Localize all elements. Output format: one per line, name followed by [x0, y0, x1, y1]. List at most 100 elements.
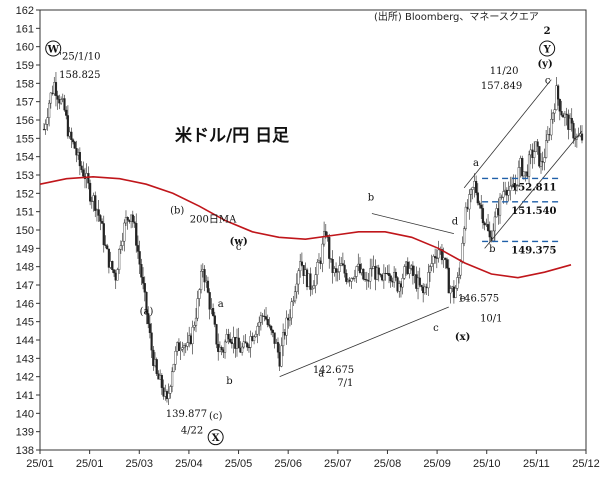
- x-tick-label: 25/10: [473, 458, 501, 470]
- candle-body: [80, 165, 83, 170]
- candle-body: [539, 161, 543, 167]
- candle-body: [273, 332, 276, 344]
- candle-body: [483, 222, 486, 226]
- candle-body: [363, 278, 367, 280]
- candle-body: [266, 319, 269, 325]
- candle-body: [500, 196, 503, 198]
- candle-body: [140, 264, 143, 278]
- y-tick-label: 142: [16, 372, 34, 384]
- candle-body: [449, 288, 452, 294]
- candle-body: [99, 215, 102, 222]
- wave-circle: [45, 40, 62, 57]
- annotation-label: 200日MA: [190, 215, 237, 226]
- candle-body: [220, 347, 223, 350]
- y-tick-label: 149: [16, 243, 34, 255]
- candle-body: [141, 277, 145, 284]
- candle-body: [316, 262, 319, 275]
- candle-body: [418, 277, 421, 286]
- x-tick-label: 25/07: [324, 458, 352, 470]
- candle-body: [213, 315, 216, 325]
- candle-body: [488, 230, 491, 238]
- candle-body: [551, 112, 555, 120]
- y-tick-label: 145: [16, 317, 34, 329]
- candle-body: [280, 345, 283, 367]
- candle-body: [468, 194, 471, 210]
- candle-body: [463, 228, 466, 244]
- x-tick-label: 25/01: [26, 458, 54, 470]
- candle-body: [75, 148, 78, 156]
- candle-body: [556, 85, 560, 100]
- candle-body: [179, 349, 182, 351]
- annotation-label: 4/22: [181, 426, 203, 437]
- candle-body: [355, 266, 358, 277]
- trendline-upper: [371, 213, 455, 235]
- y-tick-label: 159: [16, 60, 34, 72]
- candle-body: [203, 269, 206, 283]
- y-tick-label: 141: [16, 390, 34, 402]
- y-tick-label: 138: [16, 445, 34, 457]
- candle-body: [299, 261, 302, 272]
- candle-body: [486, 224, 490, 231]
- candle-body: [517, 167, 520, 186]
- candle-body: [370, 268, 374, 270]
- candle-body: [102, 223, 105, 246]
- ma-200-line: [39, 175, 572, 279]
- channel-lower: [484, 130, 583, 249]
- candle-body: [256, 325, 259, 335]
- candle-body: [369, 268, 372, 282]
- candle-body: [177, 342, 181, 351]
- candle-body: [502, 191, 505, 198]
- candle-body: [160, 374, 163, 388]
- candle-body: [59, 99, 63, 104]
- candle-body: [350, 278, 353, 282]
- candle-body: [406, 261, 409, 274]
- candle-body: [54, 82, 58, 96]
- candle-body: [328, 237, 331, 259]
- candle-body: [533, 151, 536, 158]
- candle-body: [401, 278, 404, 288]
- candle-body: [321, 243, 324, 264]
- annotation-label: 157.849: [481, 81, 522, 92]
- candle-body: [295, 283, 298, 292]
- candle-body: [444, 257, 447, 260]
- candle-body: [290, 301, 293, 319]
- candle-body: [365, 279, 368, 281]
- source-note: (出所) Bloomberg、マネースクエア: [374, 10, 539, 23]
- candle-body: [493, 216, 496, 232]
- candle-body: [427, 272, 430, 289]
- candle-body: [119, 245, 122, 250]
- candle-body: [464, 206, 467, 229]
- candle-body: [246, 342, 249, 348]
- channel-upper: [463, 79, 552, 189]
- wave-circle-label: W: [47, 45, 60, 56]
- x-tick-label: 25/01: [76, 458, 104, 470]
- candle-body: [334, 268, 338, 273]
- candle-body: [107, 248, 111, 268]
- candle-body: [379, 273, 382, 276]
- annotation-label: (w): [230, 237, 248, 248]
- candle-body: [572, 123, 575, 139]
- candle-body: [148, 323, 151, 334]
- candle-body: [193, 325, 196, 328]
- candle-body: [457, 274, 461, 278]
- candle-body: [155, 359, 158, 374]
- candle-body: [527, 154, 531, 177]
- candle-body: [558, 98, 561, 112]
- candle-body: [430, 263, 433, 267]
- candle-body: [49, 92, 52, 104]
- candle-body: [498, 196, 502, 216]
- y-tick-label: 151: [16, 207, 34, 219]
- y-tick-label: 148: [16, 262, 34, 274]
- y-tick-label: 153: [16, 170, 34, 182]
- candle-body: [138, 251, 141, 265]
- candle-body: [336, 271, 339, 273]
- candle-body: [131, 214, 134, 223]
- candle-body: [293, 291, 297, 302]
- candle-body: [94, 195, 97, 211]
- candle-body: [565, 113, 568, 116]
- candle-body: [71, 139, 75, 143]
- candle-body: [252, 336, 256, 341]
- chart-title: 米ドル/円 日足: [175, 125, 289, 146]
- candle-body: [447, 267, 450, 294]
